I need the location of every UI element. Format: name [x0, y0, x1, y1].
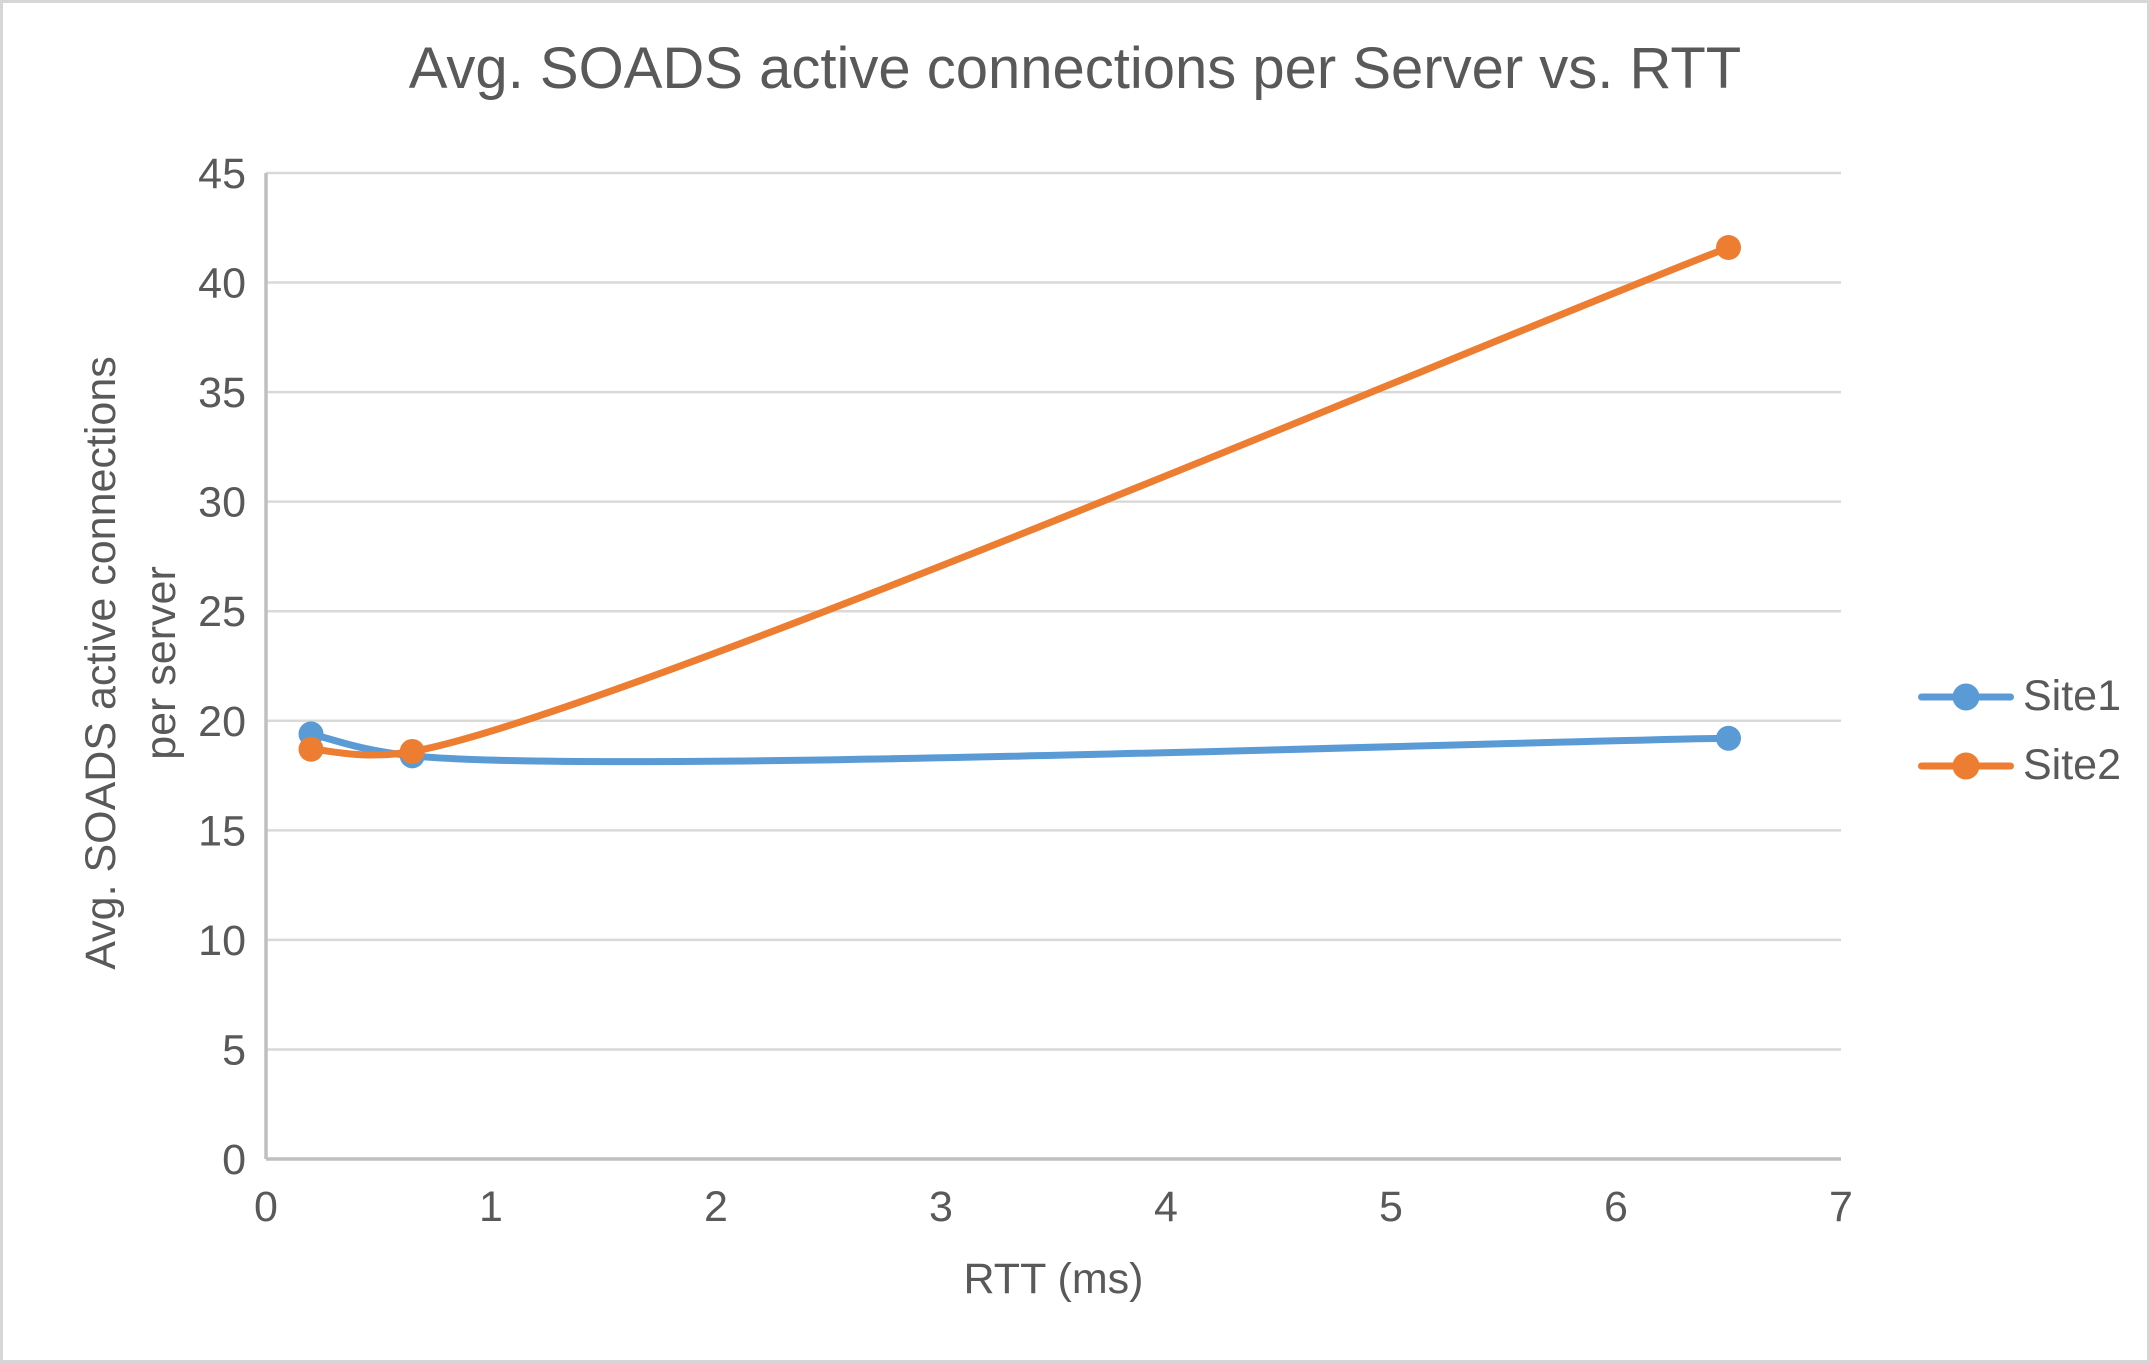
series-marker-site2-1 [399, 738, 425, 764]
series-marker-site1-2 [1716, 725, 1741, 751]
series-line-site1 [307, 730, 1732, 766]
x-tick-label-0: 0 [254, 1183, 278, 1231]
x-tick-label-1: 1 [479, 1183, 503, 1231]
legend-label-site1: Site1 [2023, 672, 2122, 720]
y-tick-label-45: 45 [198, 150, 246, 198]
y-tick-label-10: 10 [198, 917, 246, 965]
legend-label-site2: Site2 [2023, 741, 2122, 789]
y-tick-label-5: 5 [222, 1026, 246, 1074]
legend-dot-site2 [1952, 752, 1980, 779]
legend-dot-site1 [1952, 683, 1980, 710]
x-tick-label-2: 2 [704, 1183, 728, 1231]
x-axis-title: RTT (ms) [963, 1255, 1144, 1303]
x-tick-label-6: 6 [1604, 1183, 1628, 1231]
y-tick-label-40: 40 [198, 260, 246, 308]
legend-item-site1[interactable]: Site1 [1918, 675, 2121, 718]
x-tick-label-5: 5 [1379, 1183, 1403, 1231]
y-tick-label-15: 15 [198, 807, 246, 855]
legend: Site1 Site2 [1918, 675, 2121, 787]
series-line-site2 [307, 244, 1732, 759]
y-tick-label-35: 35 [198, 369, 246, 417]
y-tick-label-20: 20 [198, 698, 246, 746]
legend-item-site2[interactable]: Site2 [1918, 744, 2121, 787]
y-tick-label-25: 25 [198, 588, 246, 636]
y-tick-label-30: 30 [198, 479, 246, 527]
x-tick-label-4: 4 [1154, 1183, 1178, 1231]
x-tick-label-7: 7 [1829, 1183, 1853, 1231]
legend-marker-site2-icon [1918, 752, 2014, 780]
y-tick-label-0: 0 [222, 1136, 246, 1184]
y-axis-title: Avg. SOADS active connections per server [76, 356, 185, 970]
series-marker-site2-2 [1716, 234, 1741, 260]
series-marker-site2-0 [298, 736, 324, 762]
x-tick-label-3: 3 [929, 1183, 953, 1231]
legend-marker-site1-icon [1918, 683, 2014, 711]
chart-title: Avg. SOADS active connections per Server… [408, 36, 1742, 101]
